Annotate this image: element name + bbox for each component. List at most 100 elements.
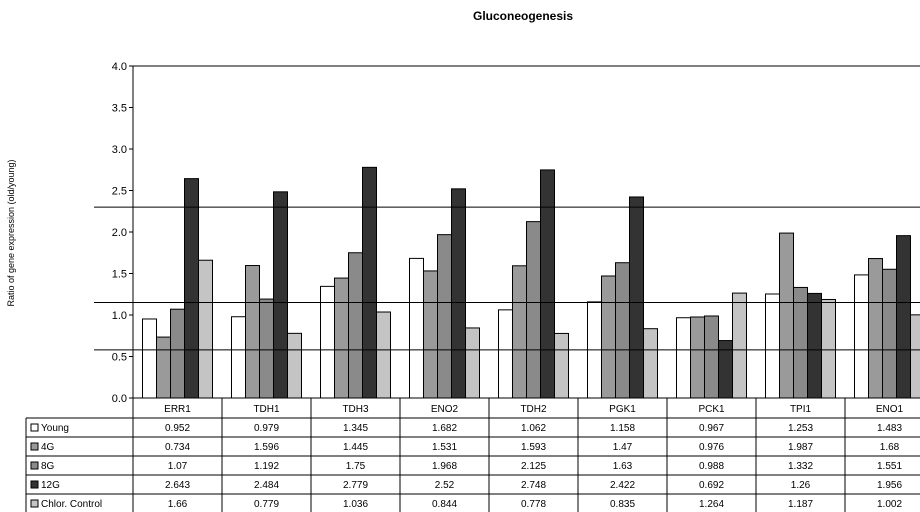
bar-4g-tdh3 — [334, 277, 349, 399]
bar-4g-pgk1 — [601, 275, 616, 399]
y-tick-label: 0.0 — [112, 393, 127, 405]
bar-8g-tdh2 — [526, 221, 541, 399]
bar-chlor-control-eno1 — [910, 314, 920, 399]
data-label: 1.968 — [432, 461, 457, 472]
data-label: 2.748 — [521, 480, 546, 491]
data-label: 1.253 — [788, 423, 813, 434]
bar-4g-eno2 — [423, 270, 438, 399]
legend-label-8g: 8G — [41, 461, 55, 472]
data-label: 2.422 — [610, 480, 635, 491]
data-label: 1.47 — [613, 442, 633, 453]
bar-4g-tdh2 — [512, 265, 527, 399]
bar-chlor-control-tdh3 — [376, 311, 391, 399]
data-label: 0.967 — [699, 423, 724, 434]
data-label: 0.778 — [521, 499, 546, 510]
data-label: 1.187 — [788, 499, 813, 510]
bar-chlor-control-eno2 — [465, 327, 480, 399]
data-label: 1.63 — [613, 461, 633, 472]
bar-12g-pck1 — [718, 340, 733, 399]
data-label: 1.596 — [254, 442, 279, 453]
data-label: 0.692 — [699, 480, 724, 491]
bar-12g-tdh1 — [273, 191, 288, 399]
bar-12g-pgk1 — [629, 196, 644, 399]
data-label: 1.531 — [432, 442, 457, 453]
bar-young-tpi1 — [765, 293, 780, 399]
table-header-pgk1: PGK1 — [609, 404, 636, 415]
data-label: 1.264 — [699, 499, 724, 510]
bar-12g-tdh3 — [362, 166, 377, 399]
bar-young-err1 — [142, 318, 157, 399]
table-header-tdh2: TDH2 — [520, 404, 547, 415]
y-tick-label: 2.5 — [112, 186, 127, 198]
bar-chlor-control-err1 — [198, 259, 213, 399]
bar-young-tdh3 — [320, 285, 335, 399]
y-tick-label: 4.0 — [112, 61, 127, 73]
bar-12g-eno2 — [451, 188, 466, 399]
bar-young-tdh1 — [231, 316, 246, 399]
bar-chlor-control-tdh1 — [287, 332, 302, 399]
bar-8g-eno2 — [437, 234, 452, 399]
bar-12g-tpi1 — [807, 292, 822, 399]
data-label: 2.484 — [254, 480, 279, 491]
data-label: 1.75 — [346, 461, 366, 472]
table-header-pck1: PCK1 — [698, 404, 725, 415]
bar-chlor-control-tdh2 — [554, 332, 569, 399]
bar-12g-tdh2 — [540, 169, 555, 399]
y-axis-label: Ratio of gene expression (old/young) — [6, 159, 16, 306]
bar-chlor-control-pck1 — [732, 292, 747, 399]
data-label: 1.062 — [521, 423, 546, 434]
chart-title: Gluconeogenesis — [473, 9, 573, 23]
data-label: 2.52 — [435, 480, 455, 491]
bar-young-tdh2 — [498, 309, 513, 399]
data-label: 1.26 — [791, 480, 811, 491]
legend-key-12g — [30, 480, 39, 489]
data-label: 1.07 — [168, 461, 188, 472]
bar-12g-err1 — [184, 178, 199, 399]
data-label: 1.551 — [877, 461, 902, 472]
data-label: 0.979 — [254, 423, 279, 434]
data-label: 1.345 — [343, 423, 368, 434]
bar-12g-eno1 — [896, 235, 911, 399]
legend-key-young — [30, 423, 39, 432]
legend-key-4g — [30, 442, 39, 451]
data-label: 0.988 — [699, 461, 724, 472]
data-label: 2.125 — [521, 461, 546, 472]
legend-label-4g: 4G — [41, 442, 55, 453]
table-header-tdh1: TDH1 — [253, 404, 280, 415]
table-header-err1: ERR1 — [164, 404, 191, 415]
y-axis: 0.0 0.5 1.0 1.5 2.0 2.5 3.0 3.5 4.0 — [112, 61, 920, 405]
legend-label-chlor-control: Chlor. Control — [41, 499, 102, 510]
bar-8g-tpi1 — [793, 286, 808, 399]
y-tick-label: 0.5 — [112, 352, 127, 364]
bar-8g-tdh3 — [348, 252, 363, 399]
data-label: 1.593 — [521, 442, 546, 453]
table-header-tdh3: TDH3 — [342, 404, 369, 415]
data-label: 1.987 — [788, 442, 813, 453]
bar-4g-pck1 — [690, 316, 705, 399]
data-label: 2.643 — [165, 480, 190, 491]
bar-young-eno2 — [409, 257, 424, 399]
bar-8g-err1 — [170, 308, 185, 399]
y-tick-label: 3.0 — [112, 144, 127, 156]
bar-4g-tpi1 — [779, 232, 794, 399]
y-tick-label: 2.0 — [112, 227, 127, 239]
bar-8g-eno1 — [882, 268, 897, 399]
bar-young-pck1 — [676, 317, 691, 399]
bar-young-eno1 — [854, 274, 869, 399]
data-table: ERR1 TDH1 TDH3 ENO2 TDH2 PGK1 PCK1 TPI1 ENO1 Youn… — [25, 398, 920, 512]
data-label: 2.779 — [343, 480, 368, 491]
data-label: 1.68 — [880, 442, 900, 453]
data-label: 0.976 — [699, 442, 724, 453]
data-label: 1.158 — [610, 423, 635, 434]
data-label: 0.779 — [254, 499, 279, 510]
bar-4g-eno1 — [868, 258, 883, 399]
data-label: 1.036 — [343, 499, 368, 510]
bar-8g-pck1 — [704, 315, 719, 399]
y-tick-label: 1.0 — [112, 310, 127, 322]
table-header-tpi1: TPI1 — [790, 404, 812, 415]
legend-label-12g: 12G — [41, 480, 60, 491]
data-label: 1.445 — [343, 442, 368, 453]
legend-key-chlor-control — [30, 499, 39, 508]
data-label: 1.483 — [877, 423, 902, 434]
